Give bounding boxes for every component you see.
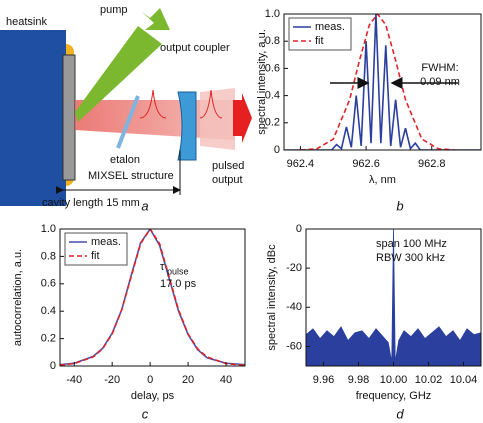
x-tick-label: -20 (104, 374, 120, 386)
pump-arrow (142, 8, 170, 30)
legend-label: meas. (91, 236, 121, 248)
y-tick-label: 0.8 (265, 35, 280, 47)
pulse (139, 89, 167, 119)
plot-frame (283, 13, 482, 151)
x-tick-label: 9.96 (313, 374, 334, 386)
chart-panel: -40 -20 0 20 40 0 0.2 0.4 0.6 0.8 1.0 meas. fit τ puls… (12, 223, 246, 421)
y-tick-label: 0.2 (265, 117, 280, 129)
plot-frame (305, 228, 482, 367)
y-tick-label: -40 (286, 301, 302, 313)
x-axis-label: λ, nm (369, 174, 396, 186)
label: output coupler (160, 42, 230, 54)
chart-panel: 9.96 9.98 10.00 10.02 10.04 0 -20 -40 -60 span 10… (266, 223, 482, 421)
label: etalon (110, 154, 140, 166)
mixsel-chip (62, 54, 76, 181)
x-tick-label: 40 (220, 374, 232, 386)
output-beam (200, 88, 235, 150)
chart-panel: 962.4 962.6 962.8 0 0.2 0.4 0.6 0.8 1.0 meas. fit F… (256, 8, 482, 213)
etalon (116, 95, 140, 149)
y-tick-label: 1.0 (41, 223, 56, 235)
y-tick-label: 0.4 (41, 305, 56, 317)
x-tick-label: 9.98 (348, 374, 369, 386)
pump-beam (75, 26, 162, 122)
label: MIXSEL structure (88, 170, 174, 182)
label: heatsink (6, 16, 47, 28)
y-tick-label: 0 (274, 144, 280, 156)
legend-box (64, 232, 128, 266)
plot-frame (59, 228, 246, 367)
y-tick-label: 0 (50, 360, 56, 372)
legend-box (288, 17, 352, 51)
y-axis-label: autocorrelation, a.u. (12, 249, 24, 346)
legend-label: fit (91, 250, 100, 262)
setup-diagram: heatsink pump output coupler etalon MIXS… (0, 4, 252, 213)
annotation: 17.0 ps (160, 278, 197, 290)
annotation: τ (160, 261, 165, 273)
x-axis-label: delay, ps (131, 390, 175, 402)
label: pump (100, 4, 128, 16)
x-tick-label: 10.04 (450, 374, 478, 386)
annotation: span 100 MHz (376, 238, 447, 250)
legend-label: meas. (315, 21, 345, 33)
x-tick-label: 962.8 (418, 158, 446, 170)
y-tick-label: -20 (286, 262, 302, 274)
plot-area (284, 14, 481, 150)
y-tick-label: 0.2 (41, 333, 56, 345)
y-tick-label: 0.6 (41, 278, 56, 290)
output-arrow (233, 93, 252, 143)
series-line (284, 14, 481, 150)
label: output (212, 174, 243, 186)
caption: b (396, 198, 403, 213)
y-tick-label: 1.0 (265, 8, 280, 20)
x-tick-label: 0 (147, 374, 153, 386)
y-tick-label: 0.6 (265, 62, 280, 74)
y-tick-label: -60 (286, 340, 302, 352)
x-tick-label: -40 (66, 374, 82, 386)
label: pulsed (212, 160, 244, 172)
x-tick-label: 10.02 (415, 374, 443, 386)
output-coupler (177, 91, 197, 161)
plot-area (60, 229, 245, 366)
y-tick-label: 0 (296, 223, 302, 235)
legend-label: fit (315, 35, 324, 47)
x-axis-label: frequency, GHz (356, 390, 432, 402)
y-tick-label: 0.8 (41, 250, 56, 262)
caption: a (141, 198, 148, 213)
annotation: pulse (167, 266, 189, 276)
caption: d (396, 406, 404, 421)
y-axis-label: spectral intensity, a.u. (256, 29, 268, 135)
pulse (199, 89, 223, 119)
label: cavity length 15 mm (42, 197, 140, 209)
annotation: 0.09 nm (420, 76, 460, 88)
y-tick-label: 0.4 (265, 90, 280, 102)
spectrum-area (306, 229, 481, 366)
x-tick-label: 10.00 (380, 374, 408, 386)
plot-area (306, 229, 481, 366)
y-axis-label: spectral intensity, dBc (266, 244, 278, 351)
x-tick-label: 962.6 (352, 158, 380, 170)
series-line (300, 14, 455, 150)
annotation: RBW 300 kHz (376, 252, 445, 264)
heatsink-block (0, 30, 66, 206)
x-tick-label: 20 (182, 374, 194, 386)
series-line (60, 229, 245, 366)
x-tick-label: 962.4 (287, 158, 315, 170)
annotation: FWHM: (421, 62, 458, 74)
caption: c (142, 406, 149, 421)
